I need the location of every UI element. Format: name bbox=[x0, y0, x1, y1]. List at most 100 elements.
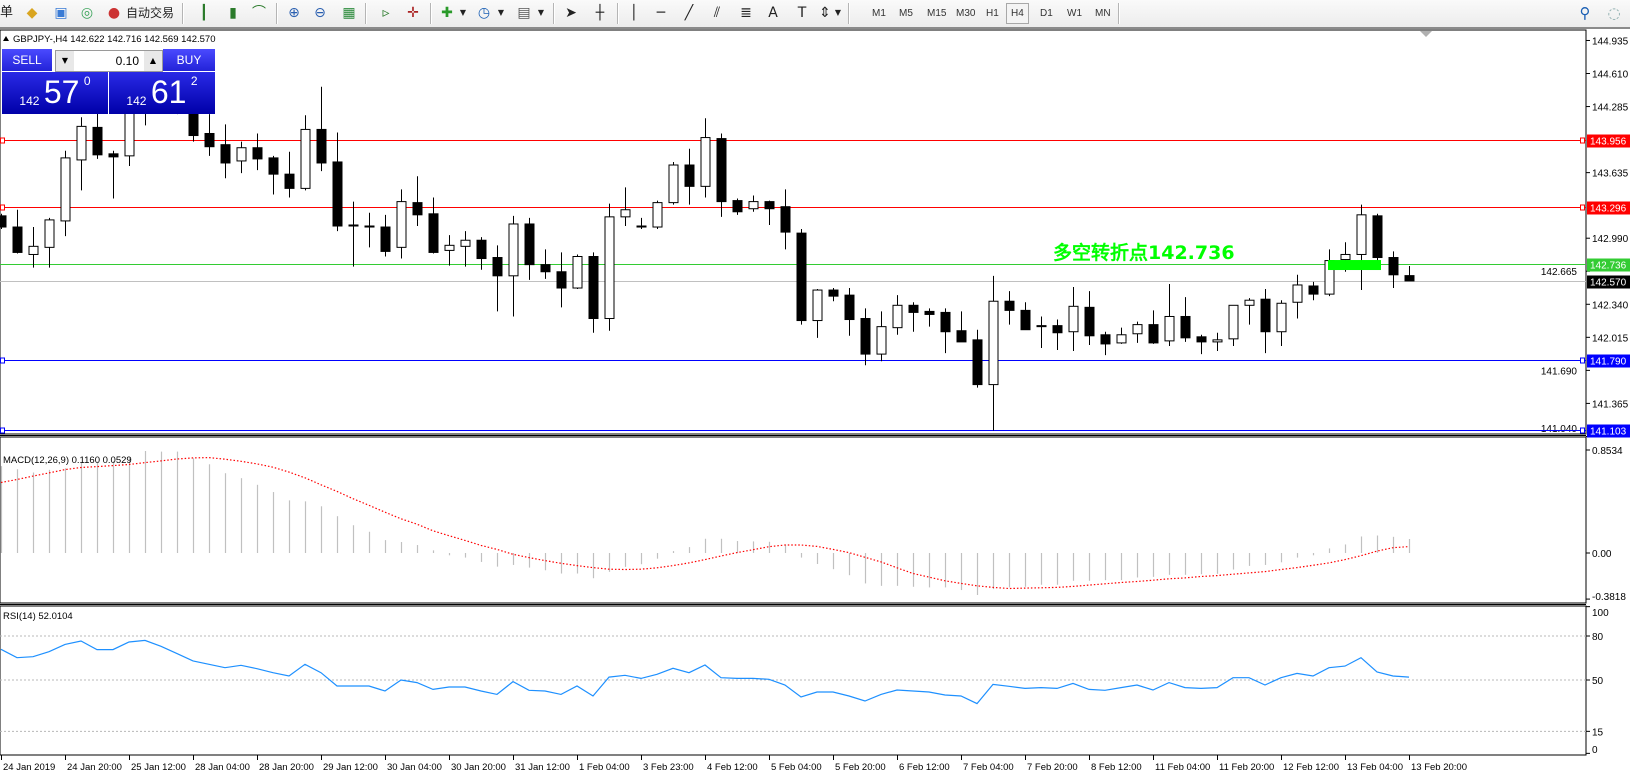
lot-increase-icon[interactable]: ▲ bbox=[144, 51, 162, 71]
buy-price-button[interactable]: 142 61 2 bbox=[109, 72, 215, 114]
candle-body bbox=[892, 304, 903, 329]
text-icon[interactable]: A bbox=[768, 5, 778, 21]
macd-panel[interactable] bbox=[0, 436, 1587, 604]
market-watch-icon[interactable]: ◆ bbox=[26, 5, 38, 21]
zoom-in-icon[interactable]: ⊕ bbox=[288, 5, 300, 21]
chart-shift-icon[interactable]: ▹ bbox=[382, 5, 390, 21]
price-tag-label: 142.570 bbox=[1590, 278, 1627, 289]
dropdown-arrow-icon[interactable]: ▼ bbox=[497, 8, 505, 17]
candle-body bbox=[364, 225, 375, 228]
trendline-icon[interactable]: ╱ bbox=[684, 5, 694, 21]
auto-scroll-icon[interactable]: ✛ bbox=[407, 5, 419, 21]
data-window-icon[interactable]: ▣ bbox=[54, 5, 68, 21]
level-handle-left[interactable] bbox=[0, 427, 5, 434]
equidistant-channel-icon[interactable]: ⫽ bbox=[713, 5, 721, 21]
candle-body bbox=[636, 225, 647, 228]
time-axis-label: 5 Feb 04:00 bbox=[771, 762, 822, 773]
vertical-line-icon[interactable]: │ bbox=[629, 5, 639, 21]
text-label-icon[interactable]: T bbox=[797, 5, 807, 21]
pivot-marker-bar bbox=[1328, 260, 1381, 271]
level-handle-left[interactable] bbox=[0, 357, 5, 364]
time-axis-label: 28 Jan 04:00 bbox=[195, 762, 250, 773]
periods-clock-icon[interactable]: ◷ bbox=[477, 5, 491, 21]
timeframe-m5[interactable]: M5 bbox=[899, 8, 913, 19]
zoom-out-icon[interactable]: ⊖ bbox=[314, 5, 326, 21]
candle-body bbox=[1260, 298, 1271, 333]
auto-trading-icon[interactable]: ● bbox=[107, 5, 121, 21]
timeframe-mn[interactable]: MN bbox=[1095, 8, 1111, 19]
macd-axis-label: -0.3818 bbox=[1592, 592, 1626, 603]
search-icon[interactable]: ⚲ bbox=[1579, 4, 1591, 22]
candle-body bbox=[684, 164, 695, 187]
time-axis-label: 11 Feb 04:00 bbox=[1155, 762, 1210, 773]
level-handle-right[interactable] bbox=[1580, 357, 1585, 364]
buy-price-fraction: 2 bbox=[190, 74, 198, 88]
cursor-icon[interactable]: ➤ bbox=[565, 5, 577, 21]
level-handle-left[interactable] bbox=[0, 204, 5, 211]
candle-body bbox=[1068, 305, 1079, 333]
pivot-annotation: 多空转折点142.736 bbox=[1053, 241, 1235, 264]
auto-trading-button[interactable]: 自动交易 bbox=[125, 6, 174, 20]
candle-body bbox=[380, 226, 391, 252]
candle-body bbox=[428, 213, 439, 253]
candle-body bbox=[60, 157, 71, 222]
time-axis-label: 30 Jan 20:00 bbox=[451, 762, 506, 773]
time-axis-label: 4 Feb 12:00 bbox=[707, 762, 758, 773]
navigator-icon[interactable]: ◎ bbox=[80, 5, 94, 21]
sell-price-button[interactable]: 142 57 0 bbox=[2, 72, 108, 114]
dropdown-arrow-icon[interactable]: ▼ bbox=[834, 8, 842, 17]
candle-body bbox=[236, 147, 247, 162]
candle-body bbox=[1164, 315, 1175, 342]
arrows-icon[interactable]: ⇕ bbox=[819, 5, 831, 21]
price-tag-label: 143.956 bbox=[1590, 137, 1627, 148]
chat-icon[interactable]: ◌ bbox=[1607, 4, 1621, 22]
price-tag-label: 141.103 bbox=[1590, 427, 1627, 438]
horizontal-line-icon[interactable]: ─ bbox=[656, 5, 666, 21]
candle-body bbox=[572, 256, 583, 289]
level-handle-left[interactable] bbox=[0, 137, 5, 144]
rsi-axis-label: 100 bbox=[1592, 608, 1609, 619]
level-handle-right[interactable] bbox=[1580, 137, 1585, 144]
lot-decrease-icon[interactable]: ▼ bbox=[56, 51, 74, 71]
candlestick-icon[interactable]: ▮ bbox=[229, 5, 237, 21]
crosshair-icon[interactable]: ┼ bbox=[595, 5, 605, 21]
bar-chart-icon[interactable]: ┃ bbox=[199, 5, 209, 21]
sell-button[interactable]: SELL bbox=[2, 49, 52, 71]
buy-button[interactable]: BUY bbox=[163, 49, 215, 71]
candle-body bbox=[1196, 336, 1207, 343]
candle-body bbox=[1004, 300, 1015, 311]
candle-body bbox=[972, 339, 983, 386]
level-handle-right[interactable] bbox=[1580, 204, 1585, 211]
timeframe-h1[interactable]: H1 bbox=[986, 8, 999, 19]
timeframe-m1[interactable]: M1 bbox=[872, 8, 886, 19]
time-axis-label: 3 Feb 23:00 bbox=[643, 762, 694, 773]
dropdown-arrow-icon[interactable]: ▼ bbox=[459, 8, 467, 17]
candle-body bbox=[924, 310, 935, 315]
lot-size-stepper[interactable]: ▼ 0.10 ▲ bbox=[55, 50, 163, 72]
chart-shift-marker[interactable] bbox=[1420, 31, 1432, 37]
lot-size-input[interactable]: 0.10 bbox=[115, 54, 139, 68]
orders-menu-partial[interactable]: 单 bbox=[0, 5, 14, 20]
tile-windows-icon[interactable]: ▦ bbox=[342, 5, 356, 21]
timeframe-h4[interactable]: H4 bbox=[1006, 3, 1029, 24]
dropdown-arrow-icon[interactable]: ▼ bbox=[537, 8, 545, 17]
indicators-icon[interactable]: ✚ bbox=[441, 5, 453, 21]
templates-icon[interactable]: ▤ bbox=[517, 5, 531, 21]
collapse-triangle-icon[interactable] bbox=[3, 36, 9, 41]
candle-body bbox=[956, 330, 967, 343]
level-handle-right[interactable] bbox=[1580, 427, 1585, 434]
fibonacci-icon[interactable]: ≣ bbox=[740, 5, 752, 21]
candle-body bbox=[300, 128, 311, 189]
timeframe-m15[interactable]: M15 bbox=[927, 8, 947, 19]
line-chart-icon[interactable]: ⌒ bbox=[252, 5, 266, 21]
main-chart-panel[interactable] bbox=[0, 29, 1587, 435]
candle-body bbox=[1388, 257, 1399, 276]
candle-body bbox=[44, 219, 55, 248]
timeframe-w1[interactable]: W1 bbox=[1067, 8, 1082, 19]
candle-body bbox=[844, 294, 855, 321]
timeframe-d1[interactable]: D1 bbox=[1040, 8, 1053, 19]
candle-body bbox=[620, 209, 631, 218]
candle-body bbox=[28, 245, 39, 255]
timeframe-m30[interactable]: M30 bbox=[956, 8, 976, 19]
